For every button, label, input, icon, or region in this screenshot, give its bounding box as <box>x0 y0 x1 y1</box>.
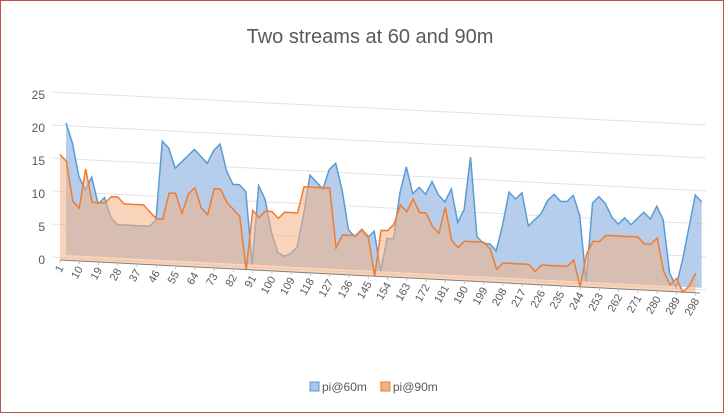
x-tick-label: 37 <box>127 267 144 284</box>
x-tick-label: 109 <box>278 275 298 297</box>
x-tick-label: 118 <box>298 276 317 297</box>
x-tick-label: 64 <box>185 270 202 287</box>
x-tick-label: 163 <box>394 281 414 303</box>
x-tick-label: 82 <box>223 272 240 289</box>
y-tick-label: 0 <box>38 253 45 267</box>
grid-line <box>51 157 707 192</box>
legend-label: pi@90m <box>393 380 438 394</box>
x-tick-label: 190 <box>452 284 472 306</box>
legend-swatch <box>309 381 320 392</box>
grid-line <box>51 91 707 126</box>
x-tick-label: 73 <box>204 271 221 288</box>
x-tick-label: 235 <box>548 289 568 311</box>
chart-title: Two streams at 60 and 90m <box>247 26 494 48</box>
baseline <box>59 259 701 294</box>
x-tick-label: 244 <box>567 290 587 312</box>
x-tick-label: 271 <box>625 293 645 315</box>
legend-label: pi@60m <box>322 380 367 394</box>
x-tick-label: 181 <box>432 283 452 305</box>
x-tick-label: 136 <box>336 278 356 300</box>
y-tick-label: 10 <box>32 187 46 201</box>
x-tick-label: 46 <box>146 268 163 285</box>
x-tick-label: 217 <box>509 287 529 309</box>
x-tick-label: 154 <box>375 280 395 302</box>
y-tick-label: 15 <box>32 154 46 168</box>
x-tick-label: 19 <box>89 265 106 282</box>
x-tick-label: 208 <box>490 286 510 308</box>
x-tick-label: 1 <box>53 264 66 275</box>
x-tick-label: 298 <box>683 296 703 318</box>
y-tick-label: 20 <box>32 121 46 135</box>
x-tick-label: 100 <box>259 274 279 296</box>
x-tick-label: 91 <box>243 273 260 290</box>
x-tick-label: 226 <box>529 288 549 310</box>
y-tick-label: 25 <box>32 88 46 102</box>
x-tick-label: 253 <box>586 291 606 313</box>
legend-swatch <box>380 381 391 392</box>
x-tick-label: 172 <box>413 282 433 304</box>
x-tick-label: 199 <box>471 285 491 307</box>
x-tick-label: 145 <box>355 279 375 301</box>
x-tick-label: 127 <box>317 277 337 299</box>
grid-line <box>51 124 707 159</box>
x-tick-label: 28 <box>108 266 125 283</box>
x-tick-label: 289 <box>663 295 683 317</box>
y-tick-label: 5 <box>38 220 45 234</box>
x-tick-label: 262 <box>606 292 626 314</box>
x-tick-label: 55 <box>166 269 183 286</box>
x-tick-label: 10 <box>69 264 86 281</box>
x-tick-label: 280 <box>644 294 664 316</box>
area-fill <box>60 154 696 293</box>
area-line <box>59 153 697 294</box>
